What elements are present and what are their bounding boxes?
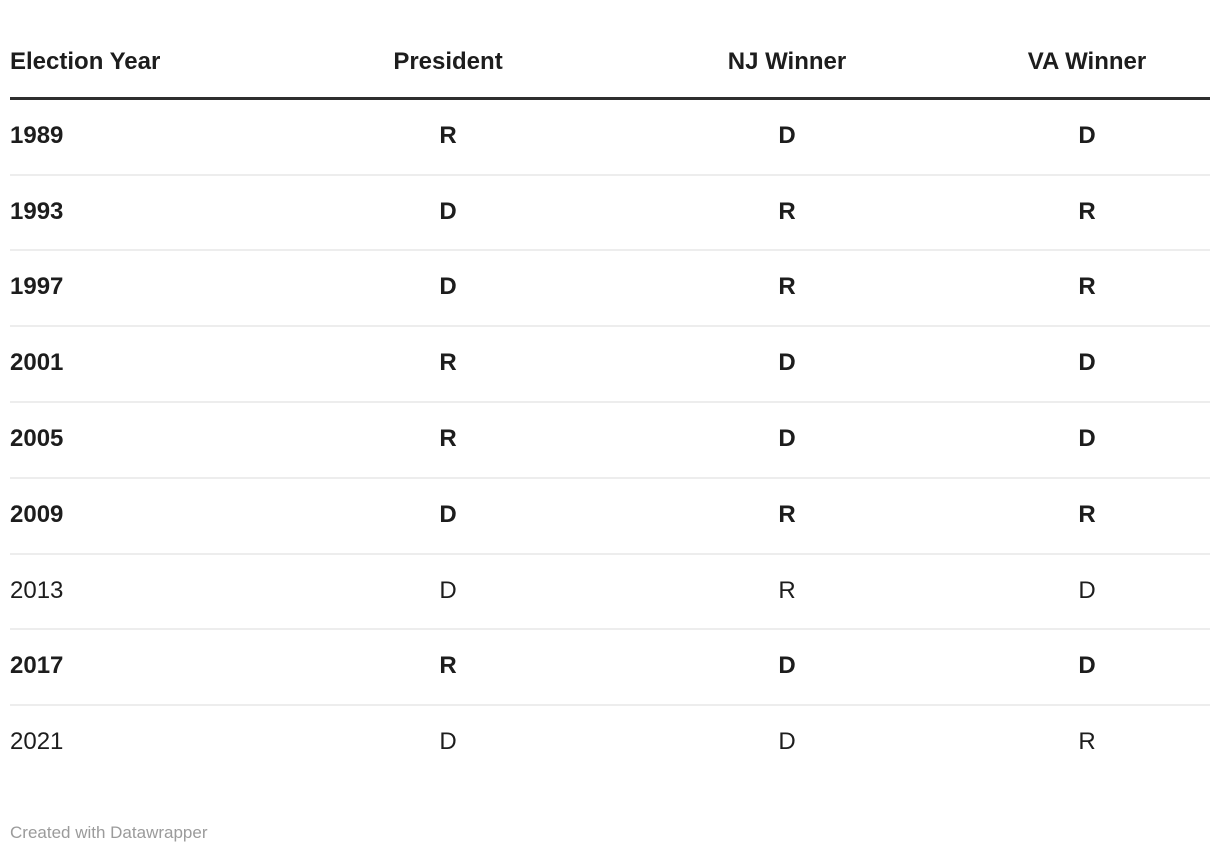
table-row-1993: 1993 D R R xyxy=(10,175,1210,251)
cell-year: 1993 xyxy=(10,197,64,225)
table-row-2017: 2017 R D D xyxy=(10,629,1210,706)
cell-nj-winner: D xyxy=(778,728,796,756)
column-header-election-year: Election Year xyxy=(10,0,286,100)
cell-year: 2009 xyxy=(10,500,64,528)
cell-year: 1997 xyxy=(10,273,64,301)
cell-nj-winner: R xyxy=(778,273,796,301)
cell-va-winner: R xyxy=(1078,500,1096,528)
table-row-2013: 2013 D R D xyxy=(10,554,1210,630)
cell-va-winner: R xyxy=(1078,273,1096,301)
cell-year: 2001 xyxy=(10,349,64,377)
cell-year: 2021 xyxy=(10,728,64,756)
cell-nj-winner: D xyxy=(778,349,796,377)
cell-va-winner: D xyxy=(1078,121,1096,149)
cell-year: 2017 xyxy=(10,652,64,680)
table-row-2009: 2009 D R R xyxy=(10,478,1210,554)
cell-nj-winner: D xyxy=(778,424,796,452)
cell-year: 1989 xyxy=(10,121,64,149)
table-row-2021: 2021 D D R xyxy=(10,705,1210,780)
cell-president: R xyxy=(439,121,457,149)
cell-va-winner: R xyxy=(1078,728,1096,756)
cell-nj-winner: R xyxy=(778,500,796,528)
column-header-va-winner: VA Winner xyxy=(964,0,1210,100)
cell-president: D xyxy=(439,728,457,756)
table-row-2001: 2001 R D D xyxy=(10,326,1210,402)
cell-president: R xyxy=(439,349,457,377)
cell-president: D xyxy=(439,273,457,301)
cell-nj-winner: R xyxy=(778,576,796,604)
cell-va-winner: D xyxy=(1078,652,1096,680)
cell-nj-winner: D xyxy=(778,121,796,149)
header-row: Election Year President NJ Winner VA Win… xyxy=(10,0,1210,100)
cell-president: R xyxy=(439,424,457,452)
cell-nj-winner: D xyxy=(778,652,796,680)
election-results-table: Election Year President NJ Winner VA Win… xyxy=(10,0,1210,780)
cell-nj-winner: R xyxy=(778,197,796,225)
cell-va-winner: R xyxy=(1078,197,1096,225)
cell-year: 2013 xyxy=(10,576,64,604)
credit-line: Created with Datawrapper xyxy=(10,822,208,842)
table-row-2005: 2005 R D D xyxy=(10,402,1210,478)
cell-president: D xyxy=(439,500,457,528)
cell-president: D xyxy=(439,576,457,604)
table-row-1989: 1989 R D D xyxy=(10,98,1210,175)
column-header-president: President xyxy=(286,0,610,100)
cell-president: D xyxy=(439,197,457,225)
cell-president: R xyxy=(439,652,457,680)
table-row-1997: 1997 D R R xyxy=(10,250,1210,327)
cell-va-winner: D xyxy=(1078,424,1096,452)
cell-va-winner: D xyxy=(1078,349,1096,377)
cell-year: 2005 xyxy=(10,424,64,452)
cell-va-winner: D xyxy=(1078,576,1096,604)
column-header-nj-winner: NJ Winner xyxy=(610,0,964,100)
